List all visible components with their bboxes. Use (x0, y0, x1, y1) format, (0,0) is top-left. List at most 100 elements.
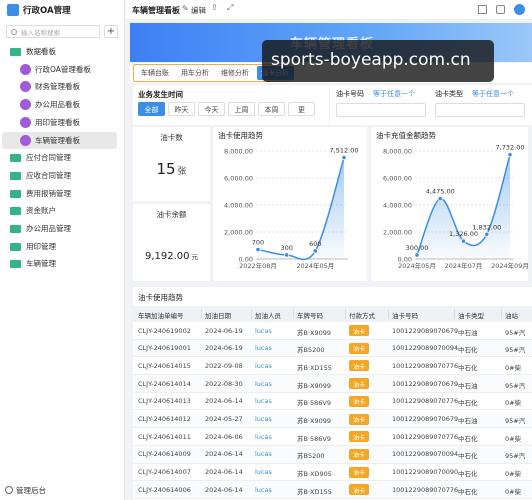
cell: 苏B·X9099 (297, 328, 332, 337)
cell: 中石化 (458, 434, 478, 443)
tree-item[interactable]: 行政OA管理看板 (2, 61, 117, 78)
layout-icon[interactable] (478, 5, 487, 14)
table-row[interactable]: CLJY-240614007 2024-06-14 lucas 苏B·XD905 油卡 1… (133, 463, 532, 482)
time-option[interactable]: 今天 (198, 102, 225, 116)
tree-item[interactable]: 办公用品管理 (2, 220, 117, 237)
table-row[interactable]: CLJY-240614014 2022-08-30 lucas 苏B·X9099 油卡 1… (133, 375, 532, 393)
tree-item[interactable]: 办公用品看板 (2, 96, 117, 113)
tree-item[interactable]: 应收合同管理 (2, 167, 117, 184)
tree-label: 费用报销管理 (26, 188, 71, 198)
edit-button[interactable]: 编辑 (191, 6, 206, 15)
tab[interactable]: 用车分析 (177, 66, 214, 80)
table-row[interactable]: CLJY-240614006 2024-06-14 lucas 苏B·XD155 油卡 1… (133, 481, 532, 499)
point (437, 195, 443, 202)
tree-item[interactable]: 车辆管理看板 (2, 131, 117, 149)
point (341, 154, 347, 161)
add-button[interactable]: + (104, 25, 118, 38)
time-option[interactable]: 上周 (228, 102, 255, 116)
tree-item[interactable]: 资金账户 (2, 202, 117, 219)
tree-item[interactable]: 数据看板 (2, 43, 117, 60)
tree-item[interactable]: 应付合同管理 (2, 149, 117, 166)
stat-card: 油卡数 15 张 (133, 127, 210, 201)
folder-icon (10, 242, 21, 251)
payment-tag-text: 油卡 (352, 328, 365, 336)
cell: CLJY-240614009 (138, 450, 191, 459)
tree-label: 应收合同管理 (26, 170, 71, 180)
fullscreen-icon[interactable]: ⤢ (227, 3, 234, 12)
payment-tag: 油卡 (349, 360, 369, 372)
time-option[interactable]: 本周 (258, 102, 285, 116)
topbar-title: 车辆管理看板 (132, 6, 180, 15)
y-tick-label: 2,000.00 (383, 228, 412, 236)
table-row[interactable]: CLJY-240614009 2024-06-14 lucas 苏B5200 油卡 100… (133, 445, 532, 464)
column-divider (345, 309, 346, 319)
cell: lucas (255, 344, 272, 353)
x-tick-label: 2024年05月 (296, 261, 334, 270)
time-option-label: 今天 (204, 106, 219, 114)
tree-item[interactable]: 车辆管理 (2, 255, 117, 272)
cell: 1001229089070090 (392, 468, 459, 477)
card-unit: 元 (191, 253, 199, 261)
cell: 0#柴 (505, 434, 522, 443)
column-divider (251, 309, 252, 319)
cell: 2024-06-19 (205, 326, 243, 335)
value-label: 4,475.00 (426, 188, 455, 196)
table-row[interactable]: CLJY-240614012 2024-05-27 lucas 苏B·X9099 油卡 1… (133, 410, 532, 429)
time-option[interactable]: 昨天 (168, 102, 195, 116)
cell: CLJY-240614014 (138, 379, 191, 388)
tab[interactable]: 车辆台账 (137, 66, 174, 80)
table-row[interactable]: CLJY-240614015 2022-09-08 lucas 苏B·XD155 油卡 1… (133, 357, 532, 376)
field-operator[interactable]: 等于任意一个 (373, 90, 415, 98)
tree-label: 办公用品看板 (35, 100, 80, 110)
table-row[interactable]: CLJY-240614013 2024-06-14 lucas 苏B·586V9 油卡 1… (133, 392, 532, 411)
tree-item[interactable]: 用印管理 (2, 238, 117, 255)
y-tick-label: 6,000.00 (224, 174, 253, 182)
time-option[interactable]: 全部 (138, 102, 165, 116)
table-row[interactable]: CLJY-240619001 2024-06-19 lucas 苏B5200 油卡 100… (133, 339, 532, 358)
time-option[interactable]: 更 (288, 102, 315, 116)
column-header: 付款方式 (349, 312, 375, 320)
cell: 1001229089070679 (392, 326, 459, 335)
cell: 苏B·586V9 (297, 399, 332, 408)
table-row[interactable]: CLJY-240614011 2024-06-06 lucas 苏B·586V9 油卡 1… (133, 428, 532, 446)
footer-link[interactable]: 管理后台 (16, 486, 46, 495)
y-tick-label: 0.00 (239, 255, 253, 263)
field-operator[interactable]: 等于任意一个 (472, 90, 514, 98)
tree-item[interactable]: 财务管理看板 (2, 78, 117, 95)
payment-tag: 油卡 (349, 484, 369, 496)
point (255, 246, 261, 253)
window-icon[interactable] (496, 5, 505, 14)
payment-tag-text: 油卡 (352, 363, 365, 371)
cell: CLJY-240619001 (138, 344, 191, 353)
tree-label: 数据看板 (26, 47, 56, 56)
table-row[interactable]: CLJY-240619002 2024-06-19 lucas 苏B·X9099 油卡 1… (133, 322, 532, 340)
tree-item[interactable]: 用印管理看板 (2, 114, 117, 131)
cell: 苏B5200 (297, 452, 325, 461)
field-select[interactable] (435, 103, 525, 117)
payment-tag: 油卡 (349, 342, 369, 354)
tab[interactable]: 维修分析 (217, 66, 254, 80)
user-avatar[interactable] (514, 4, 525, 15)
tree-item[interactable]: 费用报销管理 (2, 185, 117, 202)
share-icon[interactable]: ⇪ (211, 3, 218, 12)
cell: lucas (255, 485, 272, 494)
payment-tag-text: 油卡 (352, 346, 365, 354)
column-divider (501, 309, 502, 319)
value-label: 7,512.00 (330, 147, 359, 155)
folder-icon (10, 171, 21, 180)
search-box[interactable]: 输入名称搜索 (6, 25, 100, 38)
filter-panel: 业务发生时间 全部 昨天 今天 上周 本周 更 油卡号码 等于任意一个 油卡类型 等于任意一个 (133, 85, 532, 125)
payment-tag-text: 油卡 (352, 381, 365, 389)
cell: 苏B5200 (297, 346, 325, 355)
y-tick-label: 8,000.00 (224, 147, 253, 155)
value-label: 600 (309, 240, 321, 248)
item-icon (20, 81, 31, 93)
cell: lucas (255, 361, 272, 370)
edit-icon: ✎ (182, 4, 189, 13)
tree-label: 财务管理看板 (35, 82, 80, 92)
sidebar: 行政OA管理 输入名称搜索 + 数据看板 行政OA管理看板 财务管理看板 办公用品看板… (0, 0, 125, 500)
item-icon (20, 116, 31, 128)
payment-tag: 油卡 (349, 378, 369, 390)
field-select[interactable] (336, 103, 426, 117)
card-title: 油卡余额 (156, 210, 187, 219)
